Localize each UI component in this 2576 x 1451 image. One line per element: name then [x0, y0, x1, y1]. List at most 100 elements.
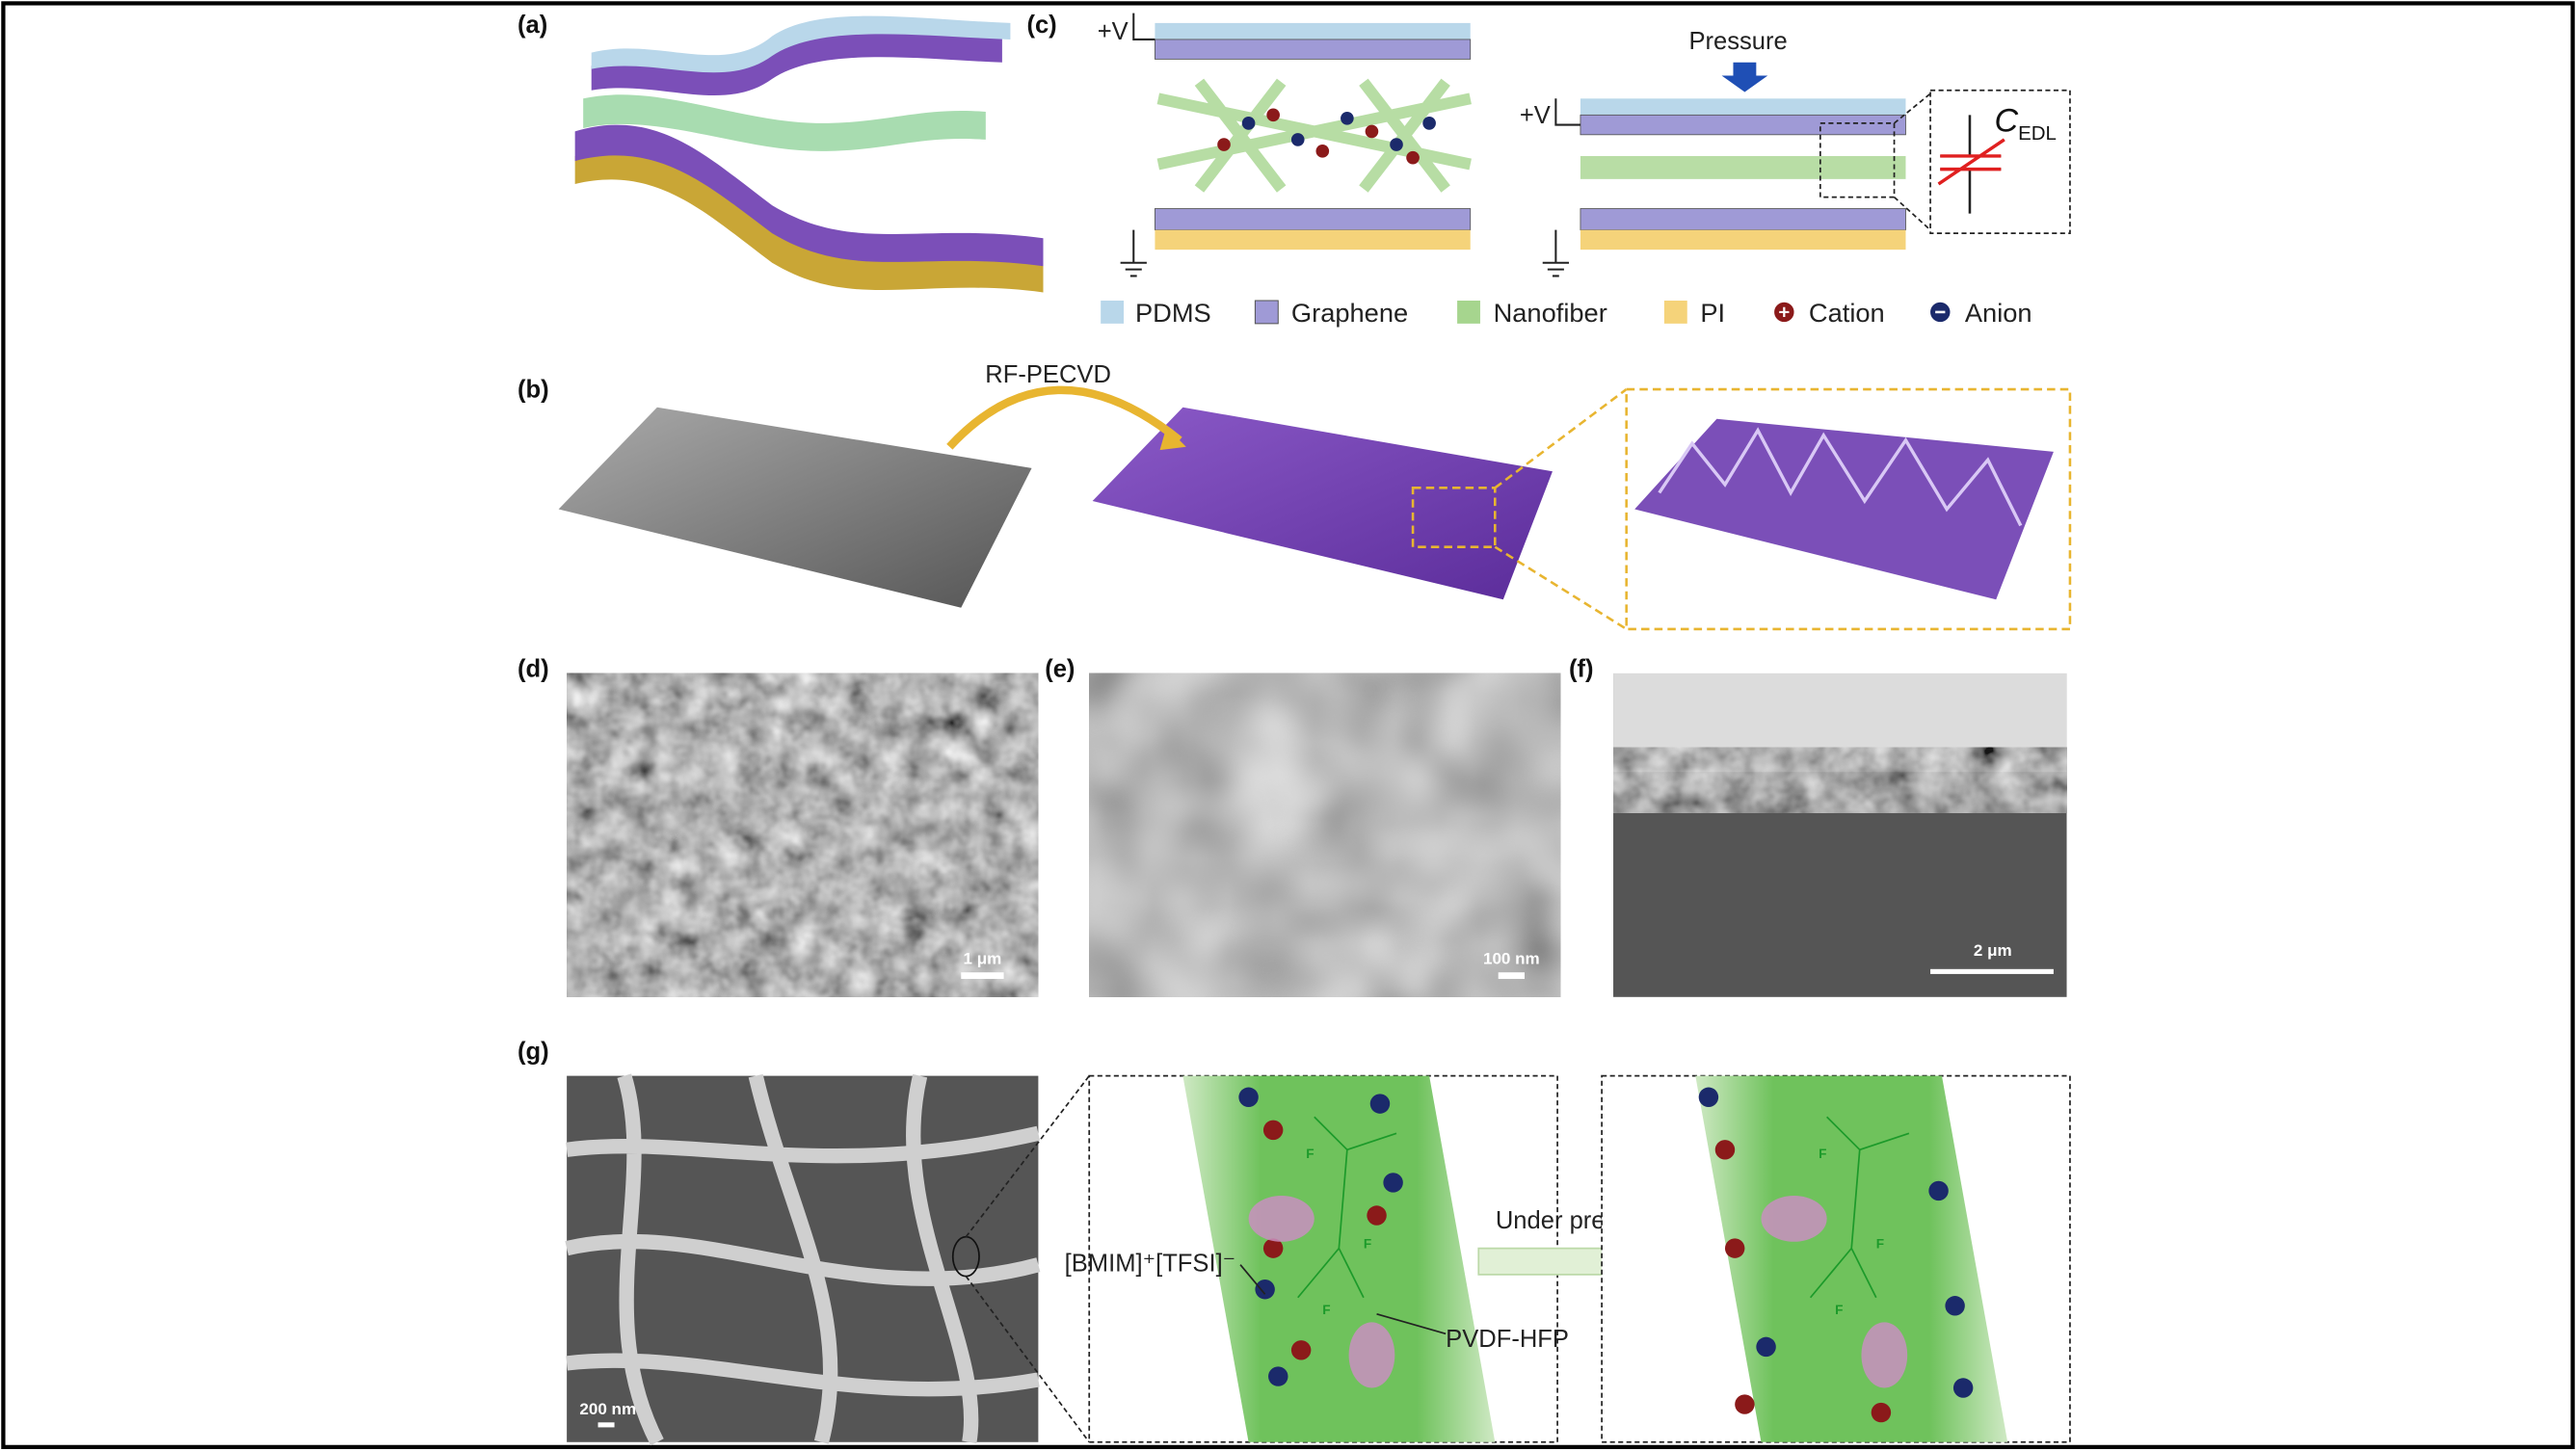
surface-illustration: RF-PECVD	[558, 361, 2072, 631]
shape-g	[1217, 108, 1420, 165]
shape-path	[1156, 78, 1472, 193]
shape-circle	[1341, 111, 1354, 125]
sem-image-e: 100 nm	[1089, 673, 1561, 997]
shape-rect	[961, 972, 1004, 980]
label: F	[1876, 1237, 1884, 1252]
label: 2 μm	[1974, 941, 2012, 960]
shape-rect	[1101, 300, 1125, 324]
shape-circle	[1871, 1402, 1892, 1423]
label: [BMIM]⁺[TFSI]⁻	[1065, 1250, 1236, 1277]
shape-rect	[567, 673, 1039, 997]
shape-circle	[1367, 1205, 1387, 1226]
shape-rect	[1155, 22, 1471, 40]
label: Graphene	[1291, 298, 1408, 328]
shape-rect	[1498, 972, 1525, 980]
label: F	[1322, 1303, 1330, 1317]
label: 100 nm	[1483, 950, 1540, 968]
device-illustration	[574, 15, 1044, 293]
shape-rect	[1930, 968, 2054, 974]
shape-rect	[1411, 487, 1497, 548]
shape-rect	[598, 1422, 615, 1428]
capacitance-label: CEDL	[1995, 102, 2057, 145]
shape-path	[1658, 427, 2023, 527]
shape-path	[574, 124, 1044, 267]
sem-image-g: 200 nm	[565, 1073, 1090, 1446]
fiber-schematic-pressed: F F F	[1601, 1074, 2071, 1443]
shape-circle	[1315, 145, 1330, 158]
shape-path	[591, 15, 1011, 73]
shape-path	[583, 94, 986, 151]
label: F	[1364, 1237, 1371, 1252]
capacitor-diagram-relaxed: +V	[1098, 13, 1472, 277]
capacitor-diagram-pressed: +V Pressure CEDL	[1520, 28, 2071, 277]
label: Pressure	[1688, 28, 1787, 55]
shape-ellipse	[1348, 1322, 1395, 1388]
shape-rect	[1580, 98, 1906, 116]
legend: PDMS Graphene Nanofiber PI Cation Anion	[1101, 298, 2032, 328]
shape-circle	[1217, 138, 1231, 151]
shape-rect	[1580, 208, 1906, 231]
shape-rect	[1663, 300, 1687, 324]
shape-path	[1937, 138, 2005, 186]
shape-path	[1297, 1116, 1397, 1299]
sem-image-f: 2 μm	[1613, 673, 2067, 997]
shape-circle	[1756, 1336, 1776, 1358]
label: PDMS	[1135, 298, 1211, 328]
label: (a)	[518, 12, 547, 39]
shape-circle	[1238, 1087, 1259, 1108]
shape-path	[591, 29, 1002, 96]
label: 200 nm	[579, 1400, 636, 1418]
shape-ellipse	[1861, 1322, 1908, 1388]
shape-circle	[1406, 150, 1420, 165]
shape-circle	[1390, 138, 1403, 151]
shape-path	[574, 149, 1044, 293]
shape-path	[1542, 98, 1580, 277]
shape-circle	[1422, 117, 1436, 130]
shape-circle	[1735, 1394, 1755, 1414]
sem-image-d: 1 μm	[567, 673, 1039, 997]
shape-g	[1241, 111, 1436, 151]
label: (g)	[518, 1039, 549, 1066]
shape-g	[1714, 1140, 1892, 1423]
shape-path	[1239, 1264, 1447, 1335]
label: +V	[1520, 102, 1551, 129]
shape-circle	[1369, 1094, 1391, 1114]
shape-rect	[1613, 747, 2067, 813]
label: (e)	[1045, 655, 1075, 682]
label: (c)	[1026, 12, 1056, 39]
label: Nanofiber	[1494, 298, 1607, 328]
shape-circle	[1952, 1378, 1974, 1398]
shape-circle	[1241, 117, 1256, 130]
shape-path	[1092, 407, 1553, 600]
shape-circle	[1714, 1140, 1736, 1160]
label: (d)	[518, 655, 549, 682]
shape-circle	[1945, 1296, 1965, 1316]
label: RF-PECVD	[985, 361, 1111, 388]
shape-circle	[1698, 1087, 1719, 1108]
label: +V	[1098, 18, 1129, 45]
shape-rect	[1457, 300, 1480, 324]
label: (f)	[1569, 655, 1594, 682]
shape-circle	[1724, 1238, 1745, 1258]
shape-circle	[1268, 1366, 1288, 1386]
shape-path	[1120, 13, 1155, 277]
shape-rect	[1155, 229, 1471, 251]
shape-rect	[1154, 39, 1472, 60]
label: F	[1306, 1147, 1314, 1161]
shape-path	[1809, 1116, 1910, 1299]
shape-path	[965, 1075, 1090, 1443]
shape-circle	[1266, 108, 1280, 122]
shape-rect	[1580, 229, 1906, 251]
shape-rect	[1154, 208, 1472, 231]
shape-rect	[1819, 122, 1896, 198]
shape-path	[1182, 1075, 1496, 1442]
shape-circle	[1365, 124, 1379, 139]
label: F	[1835, 1303, 1843, 1317]
shape-circle	[1290, 133, 1305, 146]
label: PI	[1700, 298, 1725, 328]
shape-ellipse	[1761, 1196, 1827, 1242]
shape-path	[1779, 306, 1790, 318]
